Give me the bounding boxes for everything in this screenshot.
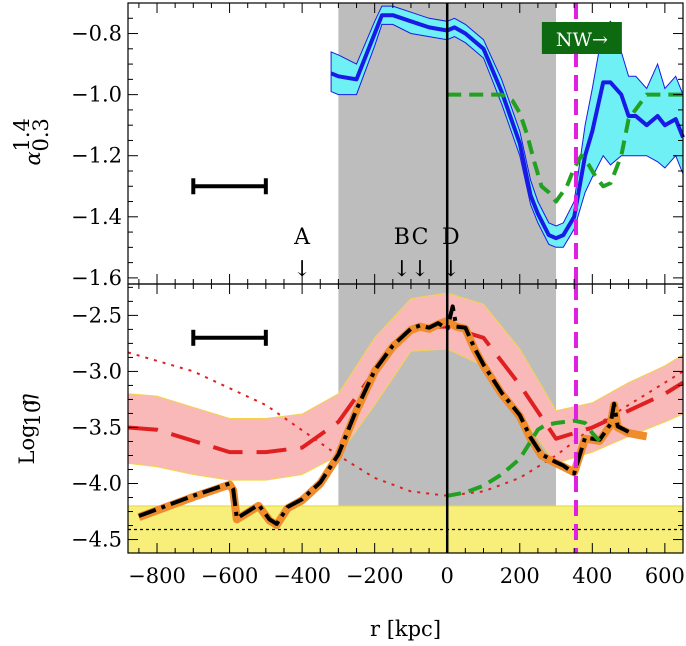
marker-arrow-A: ↓ bbox=[293, 257, 311, 282]
top-ylabel-subscript: 0.3 bbox=[29, 118, 53, 151]
axes-layer bbox=[127, 2, 684, 554]
bottom-ytick-label: −4.5 bbox=[71, 528, 122, 552]
bottom-frame bbox=[127, 283, 684, 554]
nw-annotation-label: NW→ bbox=[556, 29, 608, 51]
bottom-series-0-line bbox=[127, 324, 685, 455]
bottom-ytick-label: −2.5 bbox=[71, 303, 122, 327]
decoration-layer bbox=[128, 3, 683, 553]
marker-arrow-D: ↓ bbox=[442, 257, 460, 282]
top-ytick-label: −1.6 bbox=[71, 266, 122, 290]
bottom-series-1-line bbox=[127, 351, 684, 497]
top-ytick-label: −1.0 bbox=[71, 83, 122, 107]
bottom-series-3-line bbox=[138, 304, 630, 526]
bottom-xtick-label: 400 bbox=[572, 564, 612, 588]
marker-arrow-B: ↓ bbox=[393, 257, 411, 282]
bottom-xtick-label: 600 bbox=[645, 564, 685, 588]
marker-label-A: A bbox=[293, 225, 311, 250]
top-ytick-label: −1.4 bbox=[71, 205, 122, 229]
top-series-1-line bbox=[447, 92, 683, 204]
text-layer: −0.8−1.0−1.2−1.4−1.6A↓B↓C↓D↓NW→α1.40.3−2… bbox=[10, 22, 685, 641]
bottom-xtick-label: −200 bbox=[346, 564, 404, 588]
top-series-0-line bbox=[330, 13, 685, 241]
bottom-ytick-label: −3.0 bbox=[71, 359, 122, 383]
bottom-series-4-line bbox=[446, 418, 602, 498]
marker-label-D: D bbox=[442, 225, 460, 250]
bottom-ytick-label: −4.0 bbox=[71, 472, 122, 496]
top-ylabel-superscript: 1.4 bbox=[10, 118, 34, 151]
nw-annotation-box bbox=[541, 22, 622, 54]
marker-label-C: C bbox=[412, 225, 429, 250]
bottom-ytick-label: −3.5 bbox=[71, 415, 122, 439]
bottom-ylabel-subscript: 10 bbox=[21, 400, 45, 427]
bottom-xtick-label: −800 bbox=[128, 564, 186, 588]
top-ytick-label: −1.2 bbox=[71, 144, 122, 168]
bottom-ylabel-eta: η bbox=[15, 394, 39, 407]
series-layer bbox=[127, 13, 685, 529]
top-ylabel-symbol: α bbox=[21, 151, 45, 165]
top-ytick-label: −0.8 bbox=[71, 22, 122, 46]
top-ylabel: α1.40.3 bbox=[10, 118, 53, 165]
marker-label-B: B bbox=[394, 225, 410, 250]
bottom-ylabel-log: Log bbox=[15, 424, 39, 464]
bottom-xtick-label: −400 bbox=[273, 564, 331, 588]
bottom-xtick-label: −600 bbox=[201, 564, 259, 588]
bottom-xlabel: r [kpc] bbox=[370, 617, 441, 641]
marker-arrow-C: ↓ bbox=[411, 257, 429, 282]
bottom-xtick-label: 200 bbox=[500, 564, 540, 588]
bottom-xtick-label: 0 bbox=[441, 564, 454, 588]
